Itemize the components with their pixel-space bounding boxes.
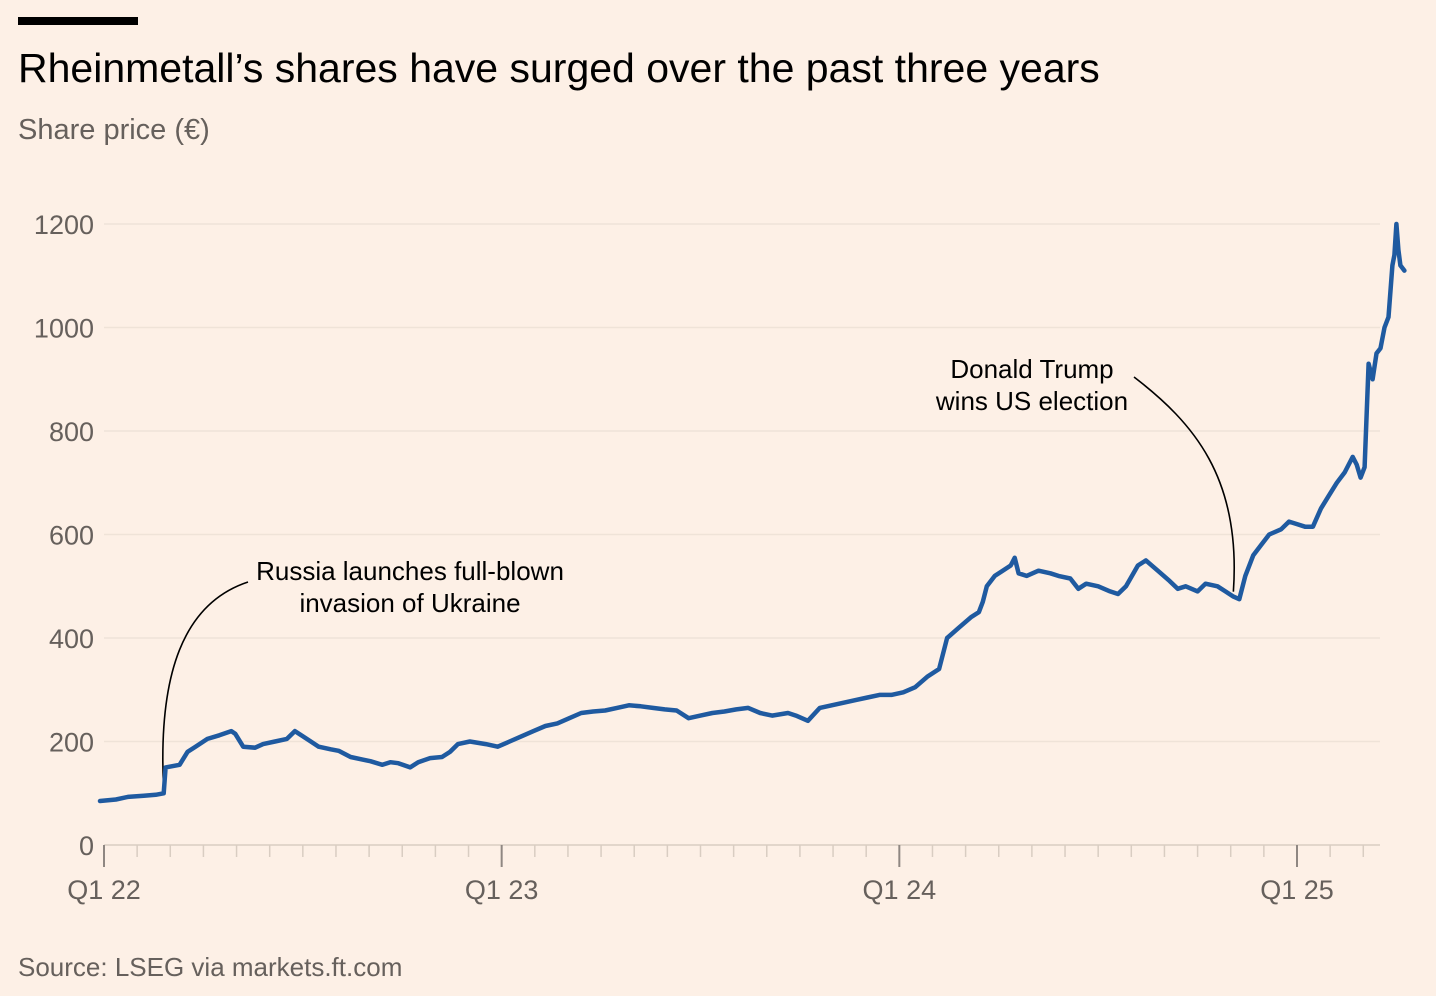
y-tick-label: 200 xyxy=(49,728,94,758)
x-tick-label: Q1 22 xyxy=(67,875,141,905)
annotation-label: Donald Trump xyxy=(950,354,1113,384)
y-tick-label: 600 xyxy=(49,521,94,551)
x-axis xyxy=(103,844,1380,867)
x-tick-label: Q1 24 xyxy=(863,875,937,905)
source-note: Source: LSEG via markets.ft.com xyxy=(18,952,403,982)
ft-top-rule xyxy=(18,17,138,25)
annotation-label: Russia launches full-blown xyxy=(256,556,564,586)
y-tick-label: 400 xyxy=(49,624,94,654)
x-tick-label: Q1 23 xyxy=(465,875,539,905)
chart-subtitle: Share price (€) xyxy=(18,114,210,146)
annotation-label: wins US election xyxy=(935,386,1128,416)
annotation-leader-line xyxy=(162,581,249,790)
chart-title: Rheinmetall’s shares have surged over th… xyxy=(18,45,1100,91)
annotation-leader-line xyxy=(1133,376,1236,592)
y-axis-labels: 0 200 400 600 800 1000 1200 xyxy=(34,210,94,861)
y-tick-label: 1200 xyxy=(34,210,94,240)
x-tick-label: Q1 25 xyxy=(1260,875,1334,905)
y-tick-label: 1000 xyxy=(34,314,94,344)
y-tick-label: 0 xyxy=(79,831,94,861)
y-tick-label: 800 xyxy=(49,417,94,447)
gridlines xyxy=(104,223,1380,743)
annotation-label: invasion of Ukraine xyxy=(299,588,520,618)
x-axis-labels: Q1 22 Q1 23 Q1 24 Q1 25 xyxy=(67,875,1334,905)
share-price-line xyxy=(97,221,1407,804)
series-lines xyxy=(97,221,1407,804)
